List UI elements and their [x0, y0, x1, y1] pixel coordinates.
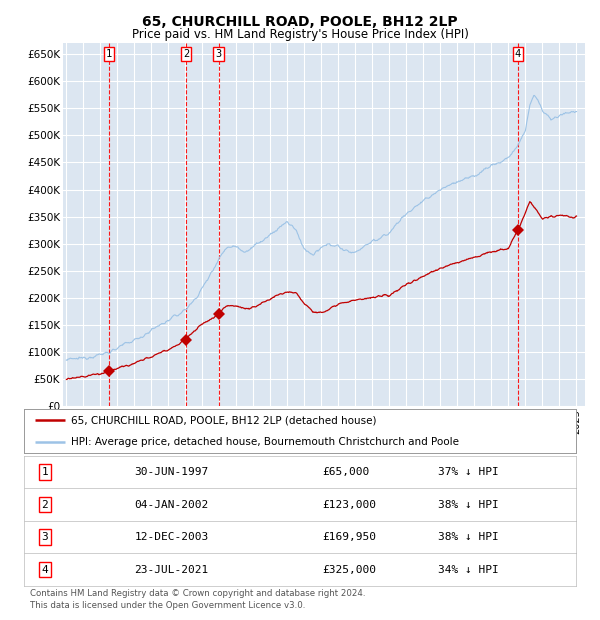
Text: £123,000: £123,000 [322, 500, 376, 510]
Text: £325,000: £325,000 [322, 565, 376, 575]
Text: 65, CHURCHILL ROAD, POOLE, BH12 2LP: 65, CHURCHILL ROAD, POOLE, BH12 2LP [142, 16, 458, 30]
Text: 3: 3 [41, 532, 49, 542]
Text: 65, CHURCHILL ROAD, POOLE, BH12 2LP (detached house): 65, CHURCHILL ROAD, POOLE, BH12 2LP (det… [71, 415, 376, 425]
Text: 1: 1 [106, 49, 112, 60]
Text: 37% ↓ HPI: 37% ↓ HPI [438, 467, 499, 477]
Text: 4: 4 [41, 565, 49, 575]
Text: 04-JAN-2002: 04-JAN-2002 [134, 500, 209, 510]
Text: 23-JUL-2021: 23-JUL-2021 [134, 565, 209, 575]
Text: 34% ↓ HPI: 34% ↓ HPI [438, 565, 499, 575]
Text: 2: 2 [41, 500, 49, 510]
Text: HPI: Average price, detached house, Bournemouth Christchurch and Poole: HPI: Average price, detached house, Bour… [71, 436, 459, 447]
Text: 3: 3 [215, 49, 222, 60]
Text: 38% ↓ HPI: 38% ↓ HPI [438, 500, 499, 510]
Text: Contains HM Land Registry data © Crown copyright and database right 2024.: Contains HM Land Registry data © Crown c… [30, 589, 365, 598]
Text: This data is licensed under the Open Government Licence v3.0.: This data is licensed under the Open Gov… [30, 601, 305, 611]
Text: 30-JUN-1997: 30-JUN-1997 [134, 467, 209, 477]
Text: 38% ↓ HPI: 38% ↓ HPI [438, 532, 499, 542]
Text: 4: 4 [515, 49, 521, 60]
Text: 12-DEC-2003: 12-DEC-2003 [134, 532, 209, 542]
Text: 2: 2 [183, 49, 189, 60]
Text: £65,000: £65,000 [322, 467, 370, 477]
Text: £169,950: £169,950 [322, 532, 376, 542]
Text: Price paid vs. HM Land Registry's House Price Index (HPI): Price paid vs. HM Land Registry's House … [131, 28, 469, 41]
Text: 1: 1 [41, 467, 49, 477]
